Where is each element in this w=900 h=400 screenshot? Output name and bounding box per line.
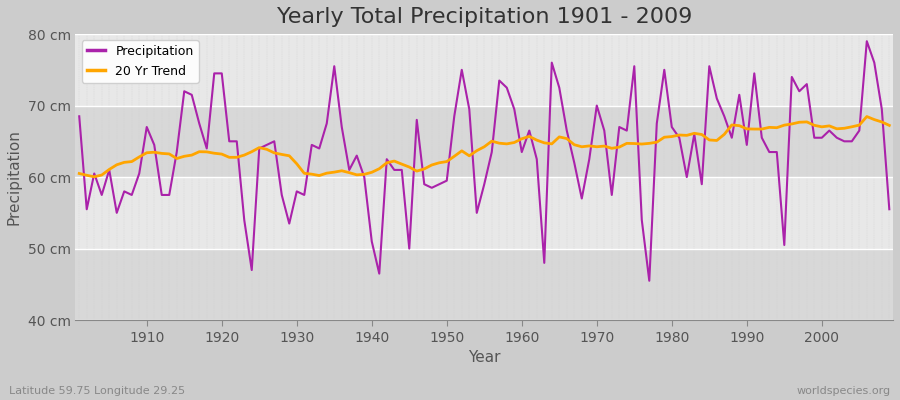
Precipitation: [644, 278, 654, 283]
Line: Precipitation: Precipitation: [79, 41, 889, 281]
Bar: [76, 248, 893, 320]
Precipitation: [884, 207, 895, 212]
20 Yr Trend: [89, 174, 100, 179]
20 Yr Trend: [614, 145, 625, 150]
Bar: [76, 177, 893, 248]
Precipitation: [607, 192, 617, 197]
Line: 20 Yr Trend: 20 Yr Trend: [79, 116, 889, 177]
20 Yr Trend: [524, 134, 535, 139]
Title: Yearly Total Precipitation 1901 - 2009: Yearly Total Precipitation 1901 - 2009: [276, 7, 692, 27]
Y-axis label: Precipitation: Precipitation: [7, 129, 22, 225]
20 Yr Trend: [141, 150, 152, 155]
Bar: [76, 34, 893, 106]
20 Yr Trend: [517, 136, 527, 141]
Precipitation: [299, 192, 310, 197]
X-axis label: Year: Year: [468, 350, 500, 365]
Legend: Precipitation, 20 Yr Trend: Precipitation, 20 Yr Trend: [82, 40, 199, 82]
Text: worldspecies.org: worldspecies.org: [796, 386, 891, 396]
Precipitation: [134, 171, 145, 176]
Precipitation: [517, 150, 527, 154]
Precipitation: [74, 114, 85, 119]
20 Yr Trend: [74, 171, 85, 176]
Bar: [76, 106, 893, 177]
20 Yr Trend: [306, 172, 317, 176]
20 Yr Trend: [884, 123, 895, 128]
Precipitation: [344, 168, 355, 172]
Precipitation: [861, 39, 872, 44]
20 Yr Trend: [351, 172, 362, 177]
20 Yr Trend: [861, 114, 872, 119]
Precipitation: [508, 107, 519, 112]
Text: Latitude 59.75 Longitude 29.25: Latitude 59.75 Longitude 29.25: [9, 386, 185, 396]
